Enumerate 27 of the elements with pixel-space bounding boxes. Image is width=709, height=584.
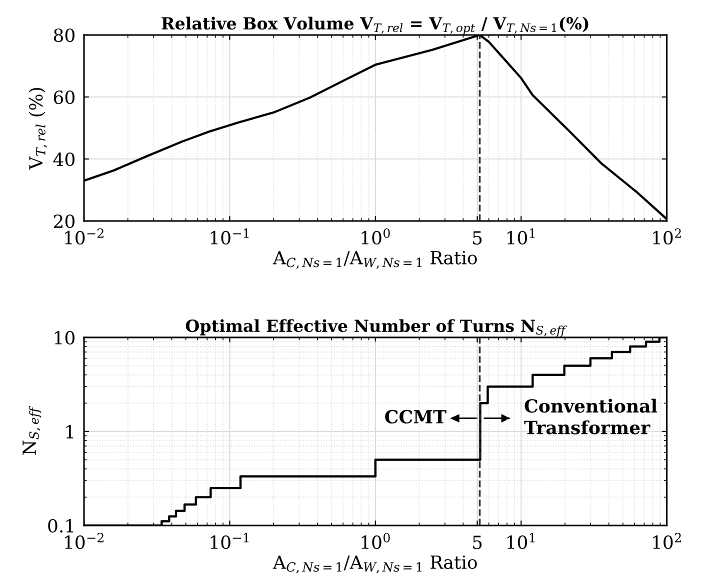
x-tick-label: 10$^{2}$ — [653, 228, 681, 245]
x-tick-label: 10$^{−1}$ — [210, 532, 249, 550]
annotation: CCMT — [385, 410, 446, 424]
x-tick-label: 5 — [473, 536, 482, 550]
x-tick-label: 10$^{−2}$ — [65, 228, 104, 245]
x-tick-label: 10$^{0}$ — [362, 532, 390, 550]
x-tick-label: 10$^{1}$ — [507, 228, 535, 245]
y-axis-title: N$_{S,eff}$ — [22, 406, 42, 455]
y-tick-label: 60 — [54, 90, 74, 104]
x-tick-label: 10$^{0}$ — [362, 228, 390, 245]
y-tick-label: 80 — [54, 28, 74, 42]
y-axis-title: V$_{T,rel}$ (%) — [28, 88, 47, 170]
chart-title: Optimal Effective Number of Turns N$_{S,eff}$ — [186, 319, 567, 337]
chart-title: Relative Box Volume V$_{T,rel}$ = V$_{T,opt}$ / V$_{T,Ns=1}$(%) — [162, 16, 588, 34]
x-axis-title: A$_{C,Ns=1}$/A$_{W,Ns=1}$ Ratio — [272, 250, 477, 269]
annotation: Conventional Transformer — [524, 398, 658, 434]
y-tick-label: 1 — [66, 424, 74, 438]
x-tick-label: 10$^{1}$ — [507, 532, 535, 550]
x-axis-title: A$_{C,Ns=1}$/A$_{W,Ns=1}$ Ratio — [272, 555, 477, 574]
y-tick-label: 0.1 — [48, 518, 74, 533]
y-tick-label: 20 — [54, 214, 74, 228]
x-tick-label: 5 — [473, 231, 482, 245]
x-tick-label: 10$^{2}$ — [653, 532, 681, 550]
x-tick-label: 10$^{−2}$ — [65, 532, 104, 550]
y-tick-label: 40 — [53, 152, 74, 166]
y-tick-label: 10 — [54, 330, 74, 345]
x-tick-label: 10$^{−1}$ — [210, 228, 249, 245]
